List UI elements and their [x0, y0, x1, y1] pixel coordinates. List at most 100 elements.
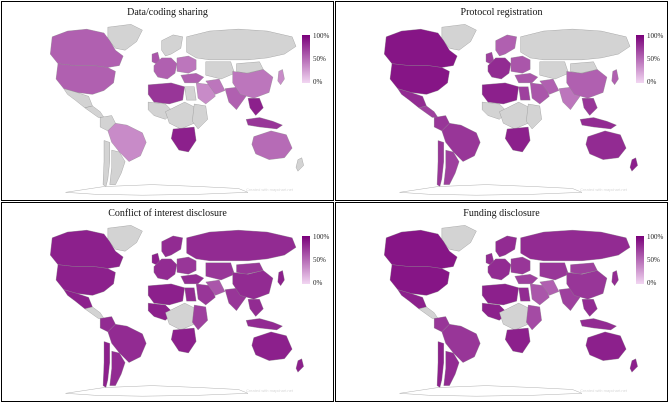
region-russia	[186, 28, 297, 61]
map-panel-conflict-of-interest: Conflict of interest disclosure 100% 50%…	[1, 202, 334, 402]
region-east-africa	[526, 304, 542, 331]
map-regions	[50, 225, 304, 397]
map-panel-data-coding-sharing: Data/coding sharing 100% 50% 0% Created …	[1, 1, 334, 201]
legend-max-label: 100%	[313, 233, 330, 241]
region-eastern-europe	[176, 55, 197, 74]
region-mongolia	[570, 61, 598, 74]
region-iran	[539, 279, 560, 296]
region-japan	[611, 270, 619, 287]
map-regions	[384, 225, 638, 397]
region-brazil	[107, 123, 147, 162]
legend-min-label: 0%	[647, 78, 657, 86]
region-southern-africa	[505, 126, 531, 153]
region-indonesia	[579, 318, 617, 331]
region-north-africa	[481, 82, 519, 105]
world-map	[384, 225, 638, 397]
region-australia	[585, 130, 627, 160]
region-central-asia	[539, 61, 569, 80]
region-southeast-asia	[581, 299, 598, 317]
region-japan	[277, 69, 285, 86]
region-mongolia	[570, 262, 598, 275]
region-egypt	[518, 287, 531, 302]
region-central-africa	[499, 302, 531, 331]
region-brazil	[107, 324, 147, 363]
map-regions	[50, 24, 304, 196]
legend-min-label: 0%	[313, 279, 323, 287]
region-australia	[251, 331, 293, 361]
region-central-america	[84, 306, 105, 319]
region-antarctica	[65, 184, 249, 196]
color-scale-bar	[302, 35, 310, 83]
region-turkey	[180, 274, 205, 285]
region-eastern-europe	[510, 55, 531, 74]
region-iran	[205, 78, 226, 95]
region-central-america	[418, 105, 439, 118]
color-scale-bar	[302, 236, 310, 284]
region-central-asia	[539, 262, 569, 281]
region-scandinavia	[495, 235, 517, 258]
map-credit: Created with mapchart.net	[246, 187, 293, 192]
map-credit: Created with mapchart.net	[580, 187, 627, 192]
region-brazil	[441, 324, 481, 363]
region-china	[566, 69, 608, 99]
region-north-africa	[481, 283, 519, 306]
region-eastern-europe	[176, 256, 197, 275]
region-east-africa	[192, 304, 208, 331]
region-argentina	[443, 149, 460, 185]
region-chile	[102, 341, 110, 388]
region-central-africa	[165, 302, 197, 331]
region-western-europe	[487, 57, 512, 80]
map-title: Funding disclosure	[463, 208, 540, 219]
region-iran	[205, 279, 226, 296]
region-japan	[277, 270, 285, 287]
region-antarctica	[399, 184, 583, 196]
region-north-africa	[147, 82, 185, 105]
world-map	[384, 24, 638, 196]
region-china	[232, 270, 274, 300]
legend-max-label: 100%	[647, 32, 664, 40]
region-new-zealand	[295, 358, 304, 373]
region-scandinavia	[161, 235, 183, 258]
region-argentina	[443, 350, 460, 386]
region-north-africa	[147, 283, 185, 306]
region-western-europe	[487, 258, 512, 281]
region-central-asia	[205, 262, 235, 281]
region-scandinavia	[495, 34, 517, 57]
region-egypt	[184, 86, 197, 101]
region-central-africa	[165, 101, 197, 130]
region-central-asia	[205, 61, 235, 80]
region-indonesia	[245, 318, 283, 331]
region-indonesia	[245, 117, 283, 130]
region-antarctica	[65, 385, 249, 397]
map-panel-funding-disclosure: Funding disclosure 100% 50% 0% Created w…	[335, 202, 668, 402]
region-new-zealand	[295, 157, 304, 172]
region-brazil	[441, 123, 481, 162]
color-scale-bar	[636, 35, 644, 83]
legend-mid-label: 50%	[313, 55, 326, 63]
region-chile	[436, 341, 444, 388]
region-new-zealand	[629, 157, 638, 172]
region-southern-africa	[171, 126, 197, 153]
world-map	[50, 24, 304, 196]
region-east-africa	[526, 103, 542, 130]
region-egypt	[518, 86, 531, 101]
region-usa	[389, 264, 450, 296]
legend-mid-label: 50%	[313, 256, 326, 264]
region-southeast-asia	[247, 98, 264, 116]
region-argentina	[109, 149, 126, 185]
region-scandinavia	[161, 34, 183, 57]
legend-min-label: 0%	[647, 279, 657, 287]
legend-mid-label: 50%	[647, 55, 660, 63]
map-title: Protocol registration	[460, 7, 543, 18]
region-egypt	[184, 287, 197, 302]
region-usa	[389, 63, 450, 95]
region-southeast-asia	[581, 98, 598, 116]
region-chile	[436, 140, 444, 187]
world-map	[50, 225, 304, 397]
region-central-africa	[499, 101, 531, 130]
map-title: Conflict of interest disclosure	[108, 208, 227, 219]
region-australia	[585, 331, 627, 361]
region-southern-africa	[171, 327, 197, 354]
region-usa	[55, 264, 116, 296]
